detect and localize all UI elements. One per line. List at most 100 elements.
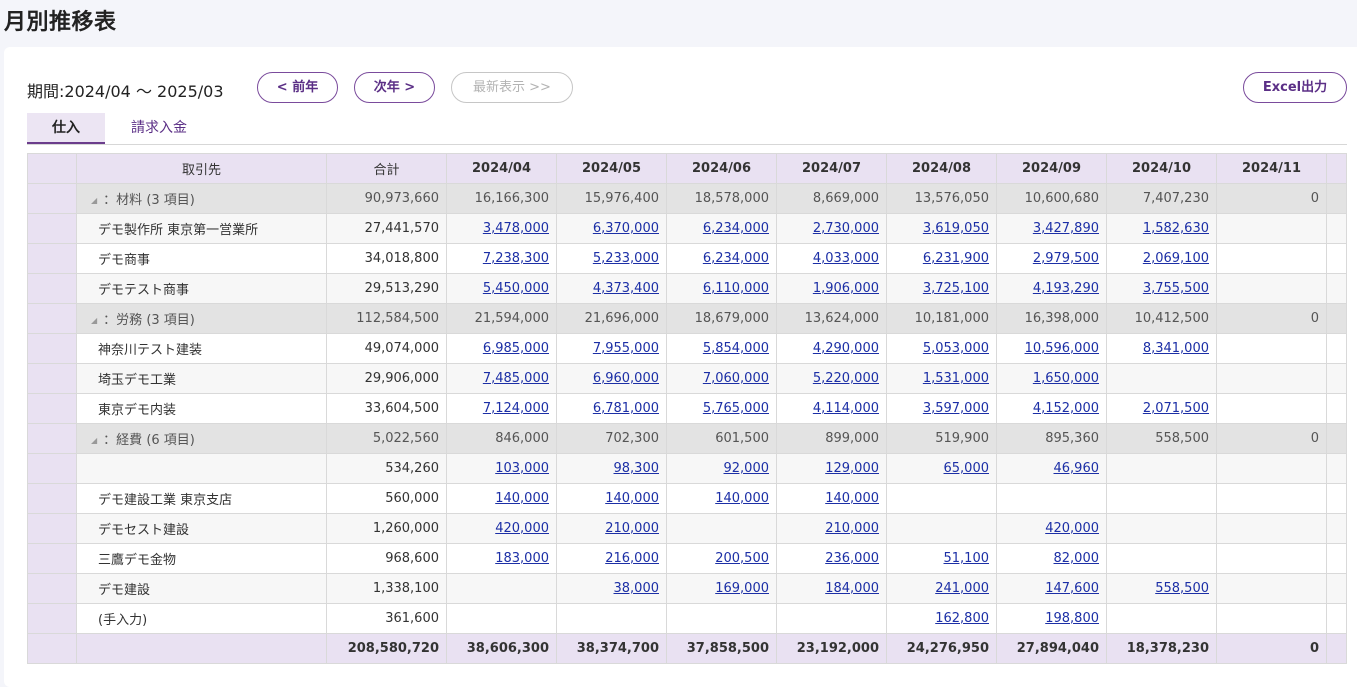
month-value-link[interactable]: 147,600 xyxy=(1045,581,1099,596)
collapse-triangle-icon[interactable]: ◢ xyxy=(91,196,98,205)
month-value-link[interactable]: 241,000 xyxy=(935,581,989,596)
category-name-cell[interactable]: ◢ ：労務 (3 項目) xyxy=(76,303,327,334)
month-value-link[interactable]: 200,500 xyxy=(715,551,769,566)
month-value-link[interactable]: 3,725,100 xyxy=(922,281,989,296)
month-value-link[interactable]: 210,000 xyxy=(605,521,659,536)
month-value-link[interactable]: 92,000 xyxy=(723,461,770,476)
summary-month-value: 38,606,300 xyxy=(446,633,557,664)
month-value-link[interactable]: 3,597,000 xyxy=(922,401,989,416)
month-value-link[interactable]: 5,765,000 xyxy=(702,401,769,416)
row-side-cell xyxy=(27,273,77,304)
supplier-name: デモセスト建設 xyxy=(76,513,327,544)
month-value-link[interactable]: 4,290,000 xyxy=(812,341,879,356)
header-total[interactable]: 合計 xyxy=(326,153,447,184)
month-value-link[interactable]: 5,220,000 xyxy=(812,371,879,386)
month-value-link[interactable]: 8,341,000 xyxy=(1142,341,1209,356)
month-value-link[interactable]: 6,231,900 xyxy=(922,251,989,266)
month-value-link[interactable]: 5,053,000 xyxy=(922,341,989,356)
summary-month-value: 27,894,040 xyxy=(996,633,1107,664)
month-value-link[interactable]: 1,650,000 xyxy=(1032,371,1099,386)
tab-billing[interactable]: 請求入金 xyxy=(131,120,187,136)
month-value-link[interactable]: 2,071,500 xyxy=(1142,401,1209,416)
month-value-link[interactable]: 216,000 xyxy=(605,551,659,566)
month-value-link[interactable]: 4,114,000 xyxy=(812,401,879,416)
month-value-link[interactable]: 6,234,000 xyxy=(702,251,769,266)
month-value-link[interactable]: 7,955,000 xyxy=(592,341,659,356)
month-value-link[interactable]: 46,960 xyxy=(1053,461,1100,476)
row-total: 560,000 xyxy=(326,483,447,514)
month-value-link[interactable]: 51,100 xyxy=(943,551,990,566)
header-month: 2024/07 xyxy=(776,153,887,184)
month-value-link[interactable]: 2,730,000 xyxy=(812,221,879,236)
month-value-link[interactable]: 5,233,000 xyxy=(592,251,659,266)
month-value-link[interactable]: 2,979,500 xyxy=(1032,251,1099,266)
month-value-link[interactable]: 65,000 xyxy=(943,461,990,476)
month-value-link[interactable]: 6,960,000 xyxy=(592,371,659,386)
month-value-link[interactable]: 420,000 xyxy=(1045,521,1099,536)
month-value-link[interactable]: 103,000 xyxy=(495,461,549,476)
table-row: デモ建設工業 東京支店 560,000 140,000 140,000 140,000 1… xyxy=(27,483,1347,514)
month-value-link[interactable]: 5,854,000 xyxy=(702,341,769,356)
month-value-link[interactable]: 7,060,000 xyxy=(702,371,769,386)
month-value-cell: 1,650,000 xyxy=(996,363,1107,394)
month-value-link[interactable]: 140,000 xyxy=(605,491,659,506)
month-value-link[interactable]: 183,000 xyxy=(495,551,549,566)
month-value-link[interactable]: 198,800 xyxy=(1045,611,1099,626)
month-value-link[interactable]: 140,000 xyxy=(825,491,879,506)
excel-export-button[interactable]: Excel出力 xyxy=(1243,72,1347,103)
month-value-link[interactable]: 3,427,890 xyxy=(1032,221,1099,236)
month-value-link[interactable]: 6,781,000 xyxy=(592,401,659,416)
table-row: デモテスト商事 29,513,290 5,450,000 4,373,400 6,110… xyxy=(27,273,1347,304)
month-value-link[interactable]: 4,033,000 xyxy=(812,251,879,266)
month-value-link[interactable]: 3,478,000 xyxy=(482,221,549,236)
category-name-cell[interactable]: ◢ ：材料 (3 項目) xyxy=(76,183,327,214)
month-value-link[interactable]: 236,000 xyxy=(825,551,879,566)
next-year-button[interactable]: 次年 > xyxy=(354,72,435,103)
month-value-link[interactable]: 1,906,000 xyxy=(812,281,879,296)
month-value-link[interactable]: 6,985,000 xyxy=(482,341,549,356)
month-value-link[interactable]: 1,531,000 xyxy=(922,371,989,386)
month-value-link[interactable]: 7,124,000 xyxy=(482,401,549,416)
month-value-cell xyxy=(1216,603,1327,634)
month-value-link[interactable]: 420,000 xyxy=(495,521,549,536)
month-value-link[interactable]: 4,193,290 xyxy=(1032,281,1099,296)
row-end-cell xyxy=(1326,213,1347,244)
month-value-link[interactable]: 140,000 xyxy=(495,491,549,506)
month-value-link[interactable]: 10,596,000 xyxy=(1024,341,1099,356)
month-value-cell: 5,233,000 xyxy=(556,243,667,274)
month-value-link[interactable]: 184,000 xyxy=(825,581,879,596)
month-value-link[interactable]: 169,000 xyxy=(715,581,769,596)
month-value-link[interactable]: 38,000 xyxy=(613,581,660,596)
month-value-cell: 184,000 xyxy=(776,573,887,604)
month-value-link[interactable]: 98,300 xyxy=(613,461,660,476)
month-value-cell: 2,069,100 xyxy=(1106,243,1217,274)
month-value-cell xyxy=(1216,483,1327,514)
category-month-value: 21,594,000 xyxy=(446,303,557,334)
month-value-link[interactable]: 82,000 xyxy=(1053,551,1100,566)
prev-year-button[interactable]: < 前年 xyxy=(257,72,338,103)
month-value-link[interactable]: 2,069,100 xyxy=(1142,251,1209,266)
month-value-link[interactable]: 6,110,000 xyxy=(702,281,769,296)
month-value-link[interactable]: 4,152,000 xyxy=(1032,401,1099,416)
tab-purchase[interactable]: 仕入 xyxy=(27,113,105,144)
month-value-link[interactable]: 5,450,000 xyxy=(482,281,549,296)
month-value-link[interactable]: 6,234,000 xyxy=(702,221,769,236)
month-value-link[interactable]: 3,755,500 xyxy=(1142,281,1209,296)
month-value-link[interactable]: 4,373,400 xyxy=(592,281,659,296)
month-value-link[interactable]: 210,000 xyxy=(825,521,879,536)
latest-button[interactable]: 最新表示 >> xyxy=(451,72,573,103)
month-value-link[interactable]: 162,800 xyxy=(935,611,989,626)
table-row: デモ製作所 東京第一営業所 27,441,570 3,478,000 6,370,00… xyxy=(27,213,1347,244)
month-value-link[interactable]: 7,238,300 xyxy=(482,251,549,266)
collapse-triangle-icon[interactable]: ◢ xyxy=(91,436,98,445)
month-value-link[interactable]: 1,582,630 xyxy=(1142,221,1209,236)
collapse-triangle-icon[interactable]: ◢ xyxy=(91,316,98,325)
month-value-link[interactable]: 129,000 xyxy=(825,461,879,476)
category-name-cell[interactable]: ◢ ：経費 (6 項目) xyxy=(76,423,327,454)
month-value-link[interactable]: 140,000 xyxy=(715,491,769,506)
month-value-link[interactable]: 7,485,000 xyxy=(482,371,549,386)
month-value-link[interactable]: 6,370,000 xyxy=(592,221,659,236)
month-value-link[interactable]: 558,500 xyxy=(1155,581,1209,596)
header-name[interactable]: 取引先 xyxy=(76,153,327,184)
month-value-link[interactable]: 3,619,050 xyxy=(922,221,989,236)
